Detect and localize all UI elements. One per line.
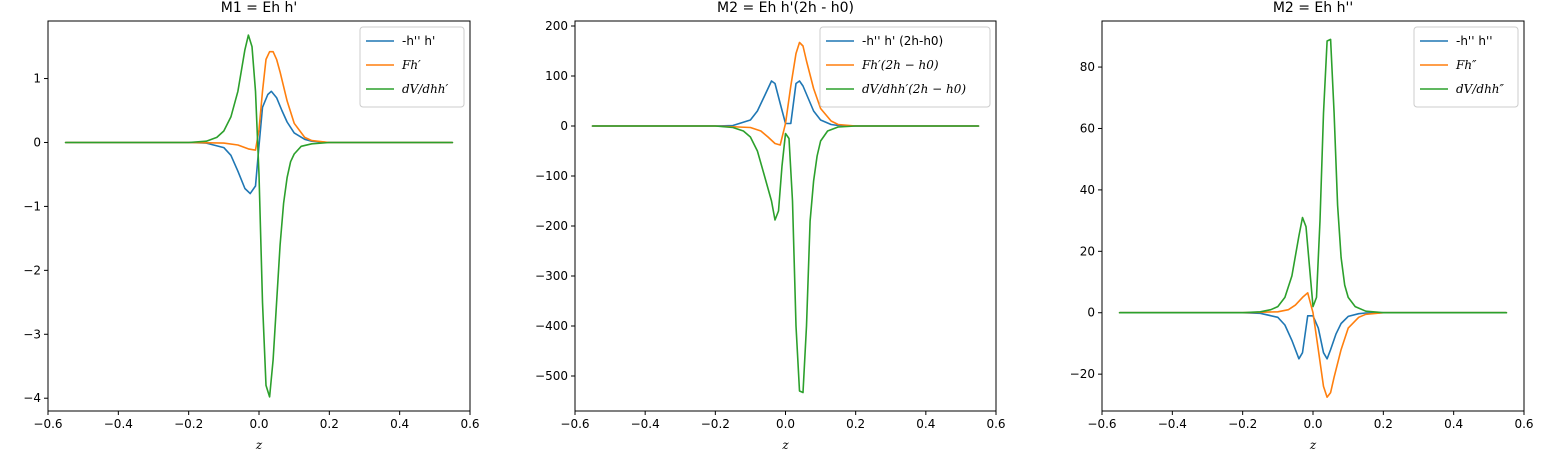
- chart-title: M2 = Eh h'(2h - h0): [717, 0, 854, 16]
- y-tick-label: 1: [33, 72, 41, 86]
- x-tick-label: 0.0: [1303, 417, 1322, 431]
- y-tick-label: 60: [1080, 121, 1095, 135]
- legend: -h'' h' (2h-h0) Fh′(2h − h0) dV/dhh′(2h − …: [819, 26, 991, 108]
- subplot-1: M1 = Eh h' −0.6 −0.4 −0.2 0.0 0.2 0.4 0.6 −4 −3 −2…: [23, 0, 479, 450]
- x-tick-label: 0.6: [1514, 417, 1533, 431]
- subplot-3: M2 = Eh h'' −0.6 −0.4 −0.2 0.0 0.2 0.4 0.6 −20 0 2…: [1070, 0, 1534, 450]
- legend-entry: -h'' h' (2h-h0): [862, 34, 943, 48]
- y-tick-label: −100: [535, 169, 568, 183]
- x-tick-label: −0.2: [1228, 417, 1257, 431]
- legend-entry: Fh′(2h − h0): [861, 58, 939, 72]
- y-tick-label: 0: [1087, 306, 1095, 320]
- x-tick-label: 0.0: [776, 417, 795, 431]
- y-tick-label: 80: [1080, 60, 1095, 74]
- x-tick-label: −0.6: [1087, 417, 1116, 431]
- series-line-3: [1118, 38, 1508, 314]
- x-tick-label: 0.4: [1444, 417, 1463, 431]
- x-tick-label: 0.4: [916, 417, 935, 431]
- y-tick-label: −3: [23, 327, 41, 341]
- x-axis-label: z: [1309, 438, 1317, 450]
- y-tick-label: 40: [1080, 183, 1095, 197]
- series-line-2: [591, 41, 980, 146]
- series-line-1: [1118, 311, 1508, 360]
- series-line-1: [591, 80, 980, 127]
- x-tick-label: −0.6: [33, 417, 62, 431]
- legend-box: [359, 26, 465, 108]
- y-tick-label: −4: [23, 391, 41, 405]
- legend-entry: dV/dhh″: [1456, 82, 1505, 96]
- y-tick-label: −2: [23, 263, 41, 277]
- y-tick-label: −20: [1070, 367, 1095, 381]
- y-tick-label: −400: [535, 319, 568, 333]
- legend-entry: Fh′: [401, 58, 421, 72]
- y-tick-label: 100: [545, 69, 568, 83]
- legend-entry: dV/dhh′: [402, 82, 449, 96]
- x-tick-label: −0.4: [104, 417, 133, 431]
- subplot-2: M2 = Eh h'(2h - h0) −0.6 −0.4 −0.2 0.0 0.2 0.4…: [535, 0, 1006, 450]
- y-tick-label: −1: [23, 199, 41, 213]
- legend-box: [819, 26, 991, 108]
- series-line-1: [64, 90, 454, 195]
- y-tick-label: −300: [535, 269, 568, 283]
- legend: -h'' h'' Fh″ dV/dhh″: [1413, 26, 1519, 108]
- y-tick-label: 20: [1080, 244, 1095, 258]
- x-tick-label: 0.6: [460, 417, 479, 431]
- x-tick-label: −0.2: [174, 417, 203, 431]
- x-tick-label: 0.6: [986, 417, 1005, 431]
- y-tick-label: 0: [33, 135, 41, 149]
- y-tick-label: 0: [560, 119, 568, 133]
- series-line-2: [1118, 291, 1508, 399]
- x-tick-label: 0.0: [249, 417, 268, 431]
- x-tick-label: −0.4: [631, 417, 660, 431]
- legend-entry: -h'' h'': [1456, 34, 1493, 48]
- x-tick-label: 0.2: [320, 417, 339, 431]
- y-tick-label: −200: [535, 219, 568, 233]
- x-axis-label: z: [255, 438, 263, 450]
- y-tick-label: 200: [545, 19, 568, 33]
- series-line-3: [64, 34, 454, 398]
- legend-entry: Fh″: [1455, 58, 1477, 72]
- y-tick-label: −500: [535, 369, 568, 383]
- x-tick-label: −0.2: [701, 417, 730, 431]
- series-line-3: [591, 125, 980, 394]
- chart-title: M1 = Eh h': [221, 0, 298, 16]
- series-line-2: [64, 50, 454, 151]
- legend: -h'' h' Fh′ dV/dhh′: [359, 26, 465, 108]
- x-tick-label: 0.4: [390, 417, 409, 431]
- x-tick-label: 0.2: [846, 417, 865, 431]
- x-tick-label: −0.6: [560, 417, 589, 431]
- x-tick-label: −0.4: [1158, 417, 1187, 431]
- legend-entry: -h'' h': [402, 34, 435, 48]
- legend-entry: dV/dhh′(2h − h0): [862, 82, 966, 96]
- legend-box: [1413, 26, 1519, 108]
- chart-title: M2 = Eh h'': [1273, 0, 1353, 16]
- x-axis-label: z: [781, 438, 789, 450]
- x-tick-label: 0.2: [1374, 417, 1393, 431]
